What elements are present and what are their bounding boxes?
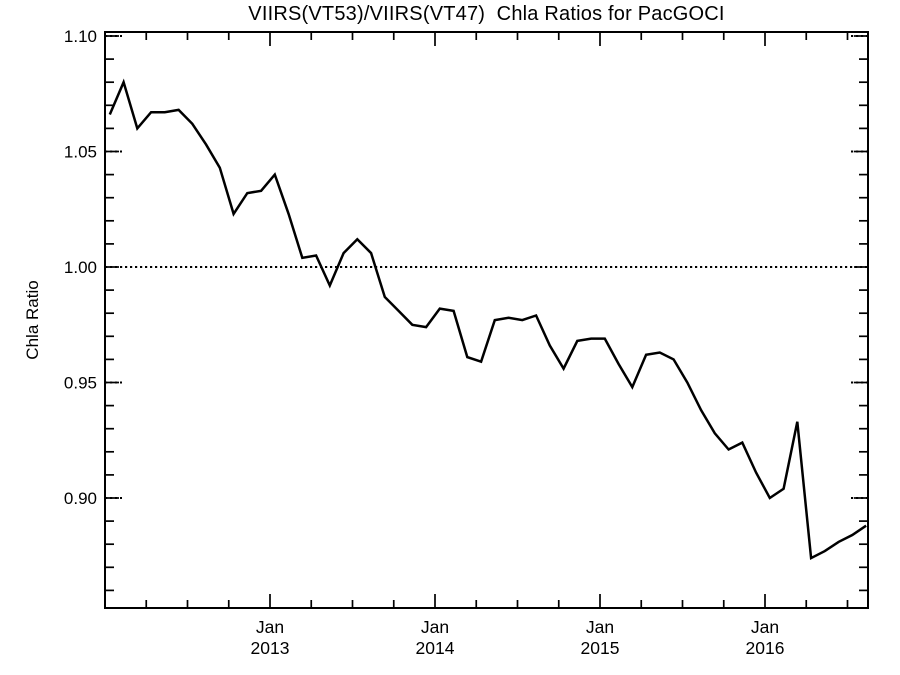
chla-ratio-line xyxy=(108,78,867,561)
y-tick-label: 0.90 xyxy=(64,489,97,508)
axes xyxy=(104,31,869,609)
x-tick-label-year: 2013 xyxy=(251,638,290,658)
y-tick-label: 1.00 xyxy=(64,258,97,277)
plot-box xyxy=(104,31,869,609)
axis-labels: 0.900.951.001.051.10Jan2013Jan2014Jan201… xyxy=(64,27,785,658)
x-tick-label-year: 2015 xyxy=(581,638,620,658)
y-tick-label: 0.95 xyxy=(64,374,97,393)
x-tick-label-year: 2014 xyxy=(416,638,455,658)
x-tick-label-month: Jan xyxy=(256,617,284,637)
x-tick-label-month: Jan xyxy=(751,617,779,637)
x-tick-label-month: Jan xyxy=(421,617,449,637)
y-tick-label: 1.10 xyxy=(64,27,97,46)
chart-title: VIIRS(VT53)/VIIRS(VT47) Chla Ratios for … xyxy=(248,3,725,25)
gridlines xyxy=(105,35,868,499)
y-tick-label: 1.05 xyxy=(64,143,97,162)
x-tick-label-year: 2016 xyxy=(746,638,785,658)
data-series xyxy=(108,78,867,561)
x-tick-label-month: Jan xyxy=(586,617,614,637)
axis-ticks xyxy=(106,33,867,607)
